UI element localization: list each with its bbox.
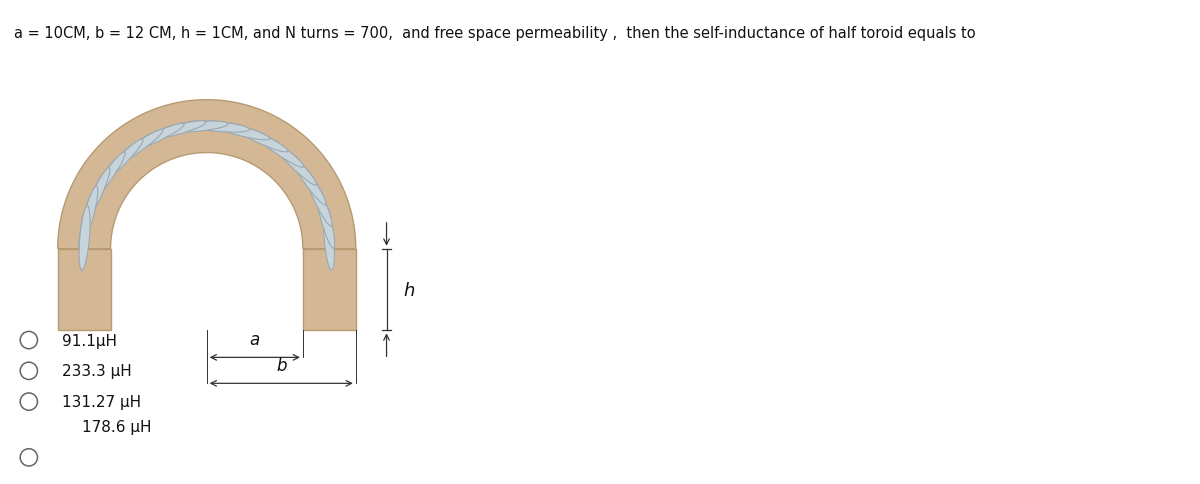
Text: b: b [276, 356, 287, 374]
Ellipse shape [251, 130, 304, 168]
Ellipse shape [270, 140, 317, 186]
Ellipse shape [288, 152, 326, 206]
Polygon shape [58, 101, 355, 249]
Ellipse shape [304, 168, 332, 227]
Ellipse shape [208, 121, 270, 140]
Ellipse shape [185, 122, 250, 133]
Ellipse shape [144, 121, 206, 140]
Text: 178.6 μH: 178.6 μH [82, 419, 151, 434]
Ellipse shape [229, 124, 288, 152]
Text: 131.27 μH: 131.27 μH [62, 394, 142, 409]
Text: 233.3 μH: 233.3 μH [62, 363, 132, 378]
Ellipse shape [82, 168, 110, 227]
Ellipse shape [79, 186, 98, 249]
Ellipse shape [316, 186, 335, 249]
Ellipse shape [97, 140, 143, 186]
Text: a = 10CM, b = 12 CM, h = 1CM, and N turns = 700,  and free space permeability , : a = 10CM, b = 12 CM, h = 1CM, and N turn… [14, 26, 976, 41]
Bar [302, 249, 355, 331]
Ellipse shape [164, 122, 228, 133]
Ellipse shape [323, 207, 335, 271]
Ellipse shape [79, 207, 90, 271]
Ellipse shape [126, 124, 184, 152]
Text: h: h [404, 281, 415, 299]
Text: a: a [250, 330, 260, 348]
Text: 91.1μH: 91.1μH [62, 333, 118, 348]
Bar [58, 249, 110, 331]
Ellipse shape [88, 152, 125, 206]
Ellipse shape [110, 130, 163, 168]
